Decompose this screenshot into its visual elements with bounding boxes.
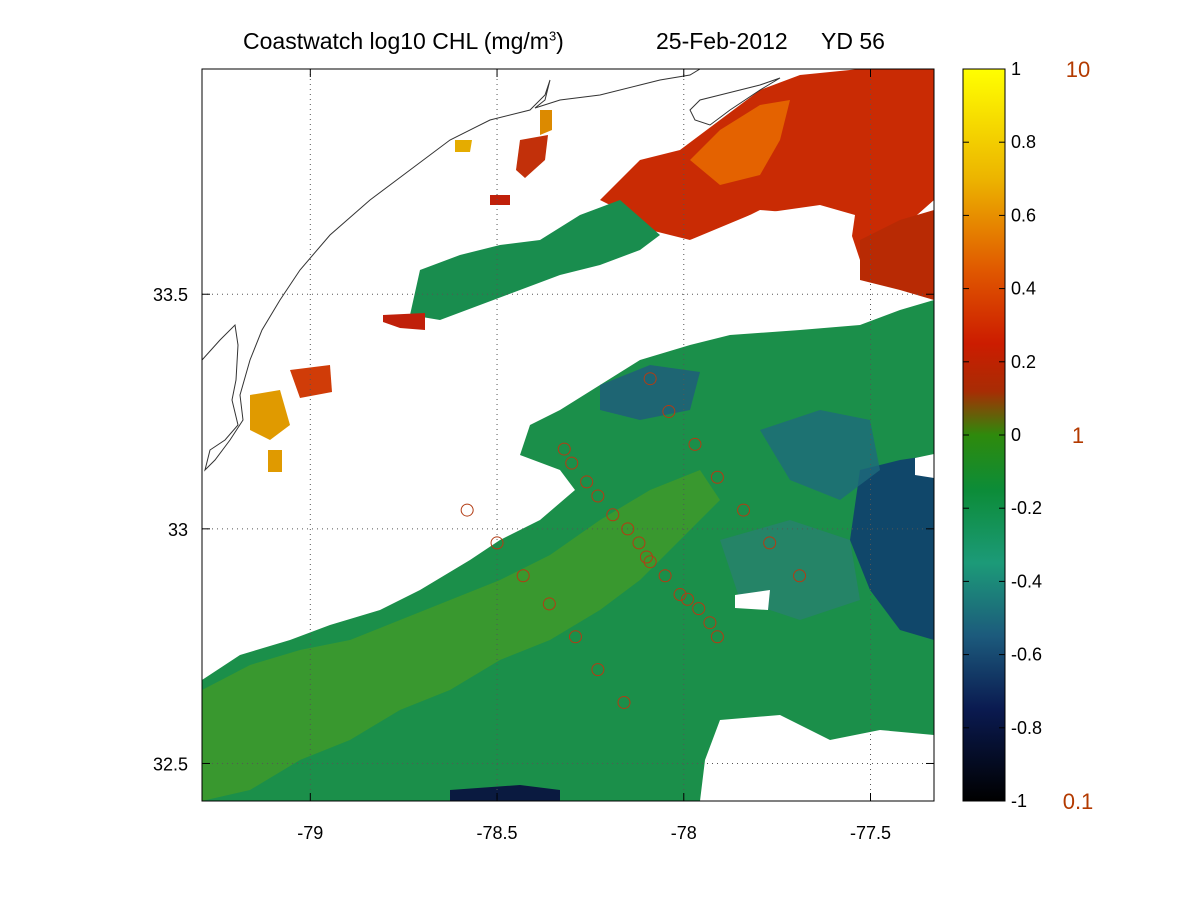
- colorbar-tick-label: 0.8: [1011, 132, 1036, 152]
- ocean-low-chl-north: [600, 365, 700, 420]
- map-axis-labels: -79 -78.5 -78 -77.5 33.5 33 32.5: [153, 285, 891, 843]
- colorbar-tick-label: -0.6: [1011, 645, 1042, 665]
- station-markers: [460, 372, 807, 709]
- station-marker: [621, 522, 635, 536]
- colorbar-ticks: [963, 68, 1005, 802]
- station-marker: [793, 569, 807, 583]
- station-marker: [710, 630, 724, 644]
- plume-orange-core: [690, 100, 790, 185]
- colorbar-tick-label: -0.2: [1011, 498, 1042, 518]
- fragment-red-3: [290, 365, 332, 398]
- fragment-orange-3: [455, 140, 472, 152]
- y-tick-label: 33.5: [153, 285, 188, 305]
- ocean-low-chl-mid: [760, 410, 880, 500]
- map-frame: [201, 68, 935, 802]
- colorbar-tick-label: -0.4: [1011, 571, 1042, 591]
- coastline: [202, 69, 701, 472]
- cloud-gap-small-1: [735, 590, 770, 610]
- chlorophyll-map: [202, 69, 934, 801]
- station-marker: [681, 592, 695, 606]
- colorbar-concentration-label: 0.1: [1063, 789, 1094, 814]
- plume-green-mid: [410, 200, 660, 320]
- title-yearday: YD 56: [821, 28, 885, 54]
- station-marker: [606, 508, 620, 522]
- station-marker: [643, 555, 657, 569]
- station-marker: [591, 663, 605, 677]
- ocean-chl-field-light: [202, 470, 720, 801]
- fragment-orange-1: [250, 390, 290, 440]
- title-unit-superscript: 3: [548, 28, 557, 44]
- station-marker: [639, 550, 653, 564]
- colorbar-tick-label: 1: [1011, 59, 1021, 79]
- plume-red-east: [860, 210, 934, 300]
- station-marker: [617, 695, 631, 709]
- colorbar-concentration-labels: 10 1 0.1: [1063, 57, 1094, 814]
- fragment-red-4: [516, 135, 548, 178]
- station-marker: [490, 536, 504, 550]
- ocean-dark-patch-bottom: [450, 785, 560, 801]
- title-main-text: Coastwatch log10 CHL (mg/m: [243, 28, 549, 54]
- station-marker: [763, 536, 777, 550]
- station-marker: [710, 470, 724, 484]
- station-marker: [703, 616, 717, 630]
- x-tick-label: -78: [671, 823, 697, 843]
- station-marker: [557, 442, 571, 456]
- colorbar-tick-label: 0: [1011, 425, 1021, 445]
- station-marker: [580, 475, 594, 489]
- colorbar-tick-label: 0.6: [1011, 205, 1036, 225]
- station-marker: [542, 597, 556, 611]
- station-marker: [516, 569, 530, 583]
- station-marker: [632, 536, 646, 550]
- y-tick-label: 33: [168, 520, 188, 540]
- x-tick-label: -78.5: [477, 823, 518, 843]
- fragment-orange-4: [540, 110, 552, 135]
- station-marker: [643, 372, 657, 386]
- colorbar-concentration-label: 1: [1072, 423, 1084, 448]
- fragment-red-2: [490, 195, 510, 205]
- fragment-red-1: [383, 313, 425, 330]
- station-marker: [658, 569, 672, 583]
- colorbar-tick-label: -0.8: [1011, 718, 1042, 738]
- map-axis-ticks: [202, 69, 934, 801]
- colorbar-tick-label: 0.2: [1011, 352, 1036, 372]
- colorbar-concentration-label: 10: [1066, 57, 1090, 82]
- station-marker: [688, 437, 702, 451]
- figure-title: Coastwatch log10 CHL (mg/m3) 25-Feb-2012…: [0, 28, 1200, 62]
- plume-red-north: [600, 69, 934, 260]
- station-marker: [737, 503, 751, 517]
- y-tick-label: 32.5: [153, 754, 188, 774]
- station-marker: [673, 588, 687, 602]
- cloud-gap-se: [700, 715, 934, 801]
- colorbar: [963, 69, 1005, 801]
- station-marker: [568, 630, 582, 644]
- x-tick-label: -79: [297, 823, 323, 843]
- station-marker: [692, 602, 706, 616]
- colorbar-tick-label: -1: [1011, 791, 1027, 811]
- cloud-gap-small-2: [915, 454, 934, 478]
- station-marker: [591, 489, 605, 503]
- colorbar-tick-label: 0.4: [1011, 279, 1036, 299]
- colorbar-labels: 1 0.8 0.6 0.4 0.2 0 -0.2 -0.4 -0.6 -0.8 -1: [1011, 59, 1042, 811]
- x-tick-label: -77.5: [850, 823, 891, 843]
- coastline-inlet: [689, 77, 781, 126]
- map-grid: [202, 69, 934, 801]
- station-marker: [565, 456, 579, 470]
- title-main: Coastwatch log10 CHL (mg/m3): [243, 28, 564, 55]
- cloud-gap-plume: [690, 205, 855, 280]
- station-marker: [460, 503, 474, 517]
- ocean-low-chl-east: [850, 455, 934, 640]
- title-main-end: ): [556, 28, 564, 54]
- title-date: 25-Feb-2012: [656, 28, 788, 54]
- fragment-orange-2: [268, 450, 282, 472]
- station-marker: [662, 405, 676, 419]
